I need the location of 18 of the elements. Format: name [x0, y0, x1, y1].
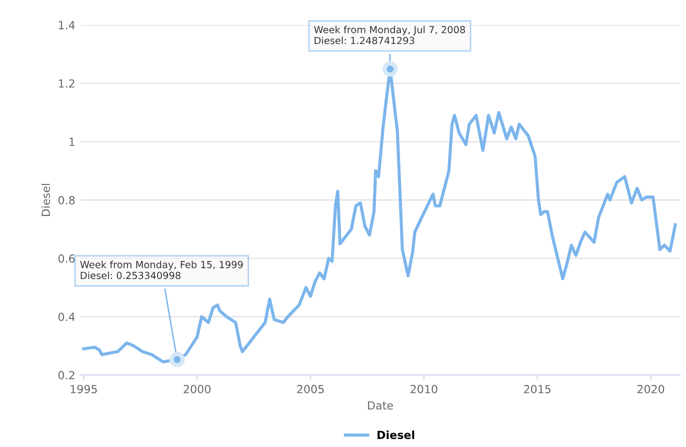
y-tick-label: 0.2 [58, 370, 74, 380]
legend-label: Diesel [378, 430, 414, 440]
x-tick-label: 1995 [70, 384, 97, 394]
y-tick-label: 1 [70, 138, 74, 146]
annotation: Week from Monday, Feb 15, 1999 Diesel: 0.253340998 [80, 260, 243, 280]
y-axis-title: Diesel [41, 184, 50, 216]
x-tick-label: 2010 [410, 384, 438, 394]
x-tick-label: 2015 [524, 384, 551, 394]
x-tick-label: 2005 [297, 384, 324, 394]
y-tick-label: 0.4 [58, 312, 75, 322]
y-tick-label: 0.6 [58, 254, 75, 263]
annotation: Week from Monday, Jul 7, 2008 Diesel: 1.248741293 [314, 26, 465, 44]
y-tick-label: 1.2 [58, 79, 74, 88]
x-tick-label: 2000 [184, 384, 210, 394]
y-tick-label: 1.4 [58, 21, 75, 30]
y-tick-label: 0.8 [58, 196, 75, 204]
x-axis-title: Date [368, 401, 393, 410]
x-tick-label: 2020 [637, 384, 664, 394]
